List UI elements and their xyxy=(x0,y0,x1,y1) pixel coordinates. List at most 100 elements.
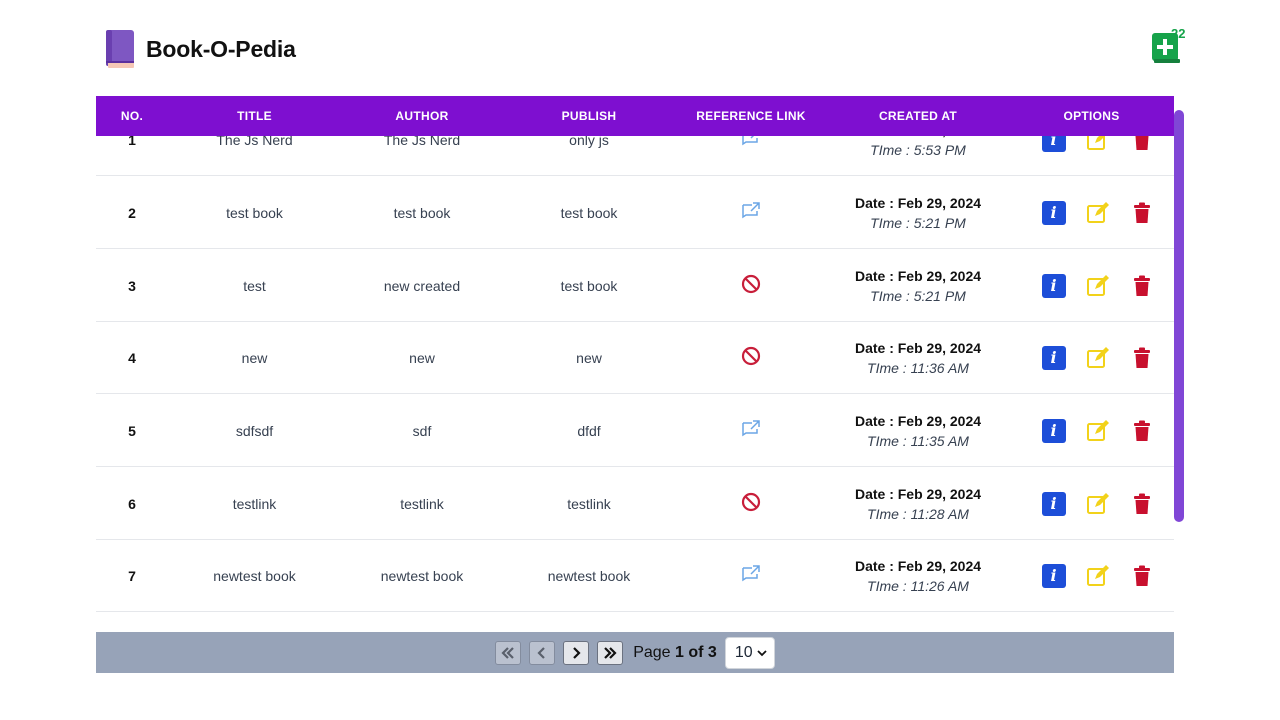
row-number: 4 xyxy=(128,349,136,366)
col-header-author: AUTHOR xyxy=(395,109,449,123)
created-time: TIme : 5:53 PM xyxy=(870,141,966,158)
app-title: Book-O-Pedia xyxy=(146,35,296,62)
row-title: test book xyxy=(226,204,283,221)
row-number: 2 xyxy=(128,204,136,221)
row-publish: dfdf xyxy=(577,422,601,439)
info-button[interactable]: i xyxy=(1041,345,1066,370)
next-page-button[interactable] xyxy=(563,640,590,665)
row-options: i xyxy=(1009,345,1174,370)
info-icon: i xyxy=(1050,276,1057,295)
row-author: new created xyxy=(383,277,461,294)
add-book-button[interactable] xyxy=(1151,31,1181,65)
row-publish: new xyxy=(576,349,602,366)
chevron-right-icon xyxy=(573,646,581,659)
row-created-at: Date : Feb 29, 2024 TIme : 11:28 AM xyxy=(827,484,1009,524)
edit-button[interactable] xyxy=(1086,346,1110,370)
info-button[interactable]: i xyxy=(1041,491,1066,516)
info-icon: i xyxy=(1050,130,1057,149)
book-logo-icon xyxy=(106,30,134,68)
row-reference xyxy=(675,200,827,225)
created-date: Date : Feb 29, 2024 xyxy=(854,557,982,574)
col-header-no: NO. xyxy=(120,109,144,123)
edit-button[interactable] xyxy=(1086,564,1110,588)
pagination-bar: Page 1 of 3 10 xyxy=(96,632,1174,673)
row-created-at: Date : Feb 29, 2024 TIme : 11:35 AM xyxy=(827,411,1009,451)
created-time: TIme : 11:28 AM xyxy=(867,505,969,522)
created-time: TIme : 11:35 AM xyxy=(867,432,969,449)
created-time: TIme : 5:21 PM xyxy=(870,287,966,304)
edit-icon xyxy=(1086,492,1109,514)
info-icon: i xyxy=(1050,494,1057,513)
col-header-publish: PUBLISH xyxy=(561,109,617,123)
row-title: test xyxy=(243,277,266,294)
row-options: i xyxy=(1009,418,1174,443)
last-page-button[interactable] xyxy=(597,640,624,665)
vertical-scrollbar[interactable] xyxy=(1174,110,1184,522)
info-button[interactable]: i xyxy=(1041,273,1066,298)
row-reference xyxy=(675,563,827,588)
info-icon: i xyxy=(1050,348,1057,367)
table-header: NO. TITLE AUTHOR PUBLISH REFERENCE LINK … xyxy=(96,96,1174,136)
edit-button[interactable] xyxy=(1086,419,1110,443)
info-button[interactable]: i xyxy=(1041,200,1066,225)
trash-icon xyxy=(1133,275,1150,296)
delete-button[interactable] xyxy=(1130,419,1154,443)
edit-icon xyxy=(1086,346,1109,368)
edit-button[interactable] xyxy=(1086,274,1110,298)
edit-button[interactable] xyxy=(1086,201,1110,225)
row-reference xyxy=(675,345,827,370)
delete-button[interactable] xyxy=(1130,274,1154,298)
row-options: i xyxy=(1009,273,1174,298)
reference-link-icon[interactable] xyxy=(740,418,762,440)
delete-button[interactable] xyxy=(1130,564,1154,588)
chevron-left-icon xyxy=(537,646,545,659)
trash-icon xyxy=(1133,493,1150,514)
created-date: Date : Feb 29, 2024 xyxy=(854,485,982,502)
row-number: 5 xyxy=(128,422,136,439)
row-number: 6 xyxy=(128,495,136,512)
delete-button[interactable] xyxy=(1130,492,1154,516)
row-created-at: Date : Feb 29, 2024 TIme : 11:36 AM xyxy=(827,338,1009,378)
edit-icon xyxy=(1086,201,1109,223)
created-date: Date : Feb 29, 2024 xyxy=(854,412,982,429)
app-header: Book-O-Pedia xyxy=(104,28,296,70)
info-button[interactable]: i xyxy=(1041,418,1066,443)
table-row: 2 test book test book test book Date : Feb 2… xyxy=(96,177,1174,249)
row-number: 1 xyxy=(128,131,136,148)
trash-icon xyxy=(1133,420,1150,441)
created-date: Date : Feb 29, 2024 xyxy=(854,267,982,284)
row-author: test book xyxy=(393,204,451,221)
row-title: new xyxy=(241,349,268,366)
row-created-at: Date : Feb 29, 2024 TIme : 11:26 AM xyxy=(827,556,1009,596)
row-reference xyxy=(675,273,827,298)
edit-icon xyxy=(1086,274,1109,296)
page-size-select[interactable]: 10 xyxy=(724,636,775,669)
row-options: i xyxy=(1009,563,1174,588)
info-icon: i xyxy=(1050,566,1057,585)
page-of: 1 of 3 xyxy=(675,643,717,661)
col-header-title: TITLE xyxy=(237,109,272,123)
reference-link-icon[interactable] xyxy=(740,200,762,222)
reference-link-icon[interactable] xyxy=(740,563,762,585)
row-number: 7 xyxy=(128,567,136,584)
row-publish: testlink xyxy=(567,495,611,512)
edit-button[interactable] xyxy=(1086,492,1110,516)
row-created-at: Date : Feb 29, 2024 TIme : 5:21 PM xyxy=(827,266,1009,306)
created-date: Date : Feb 29, 2024 xyxy=(854,339,982,356)
double-chevron-left-icon xyxy=(501,646,514,659)
table-row: 7 newtest book newtest book newtest book Dat… xyxy=(96,540,1174,612)
chevron-down-icon xyxy=(757,649,767,656)
delete-button[interactable] xyxy=(1130,346,1154,370)
prev-page-button[interactable] xyxy=(529,640,556,665)
info-button[interactable]: i xyxy=(1041,563,1066,588)
row-reference xyxy=(675,418,827,443)
first-page-button[interactable] xyxy=(495,640,522,665)
row-options: i xyxy=(1009,200,1174,225)
delete-button[interactable] xyxy=(1130,201,1154,225)
row-author: newtest book xyxy=(380,567,464,584)
row-created-at: Date : Feb 29, 2024 TIme : 5:21 PM xyxy=(827,193,1009,233)
info-icon: i xyxy=(1050,421,1057,440)
page-size-value: 10 xyxy=(734,643,753,661)
double-chevron-right-icon xyxy=(604,646,617,659)
info-icon: i xyxy=(1050,203,1057,222)
